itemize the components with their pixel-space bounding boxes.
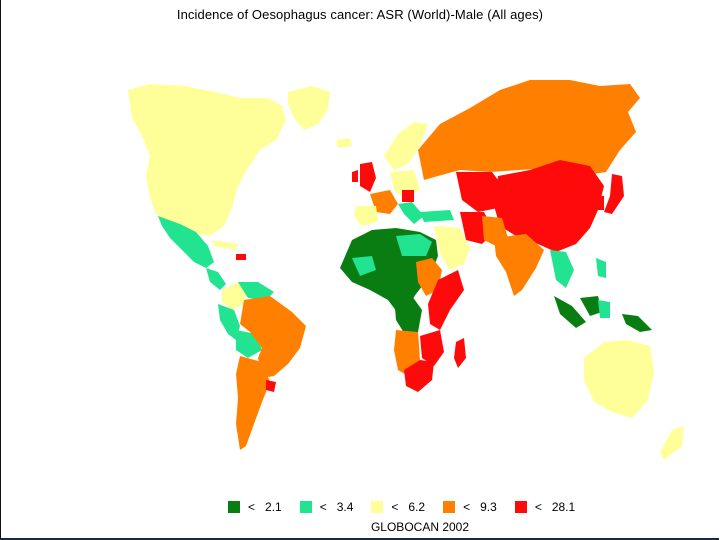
legend-value: 3.4: [336, 500, 354, 514]
country-haiti: [236, 254, 246, 260]
legend-swatch-yellow: [371, 501, 384, 513]
country-brazil: [240, 296, 306, 378]
country-mali-niger: [352, 256, 376, 276]
south-america-region: [218, 282, 306, 450]
country-india: [494, 234, 544, 296]
country-ireland: [352, 170, 358, 182]
country-russia: [418, 80, 640, 180]
legend-item-lt-2-1: < 2.1: [228, 500, 282, 514]
country-mexico: [158, 216, 214, 268]
legend-item-lt-28-1: < 28.1: [514, 500, 576, 514]
legend-swatch-orange: [443, 501, 456, 513]
north-america-region: [128, 84, 330, 290]
country-argentina-chile: [236, 356, 270, 450]
map-title: Incidence of Oesophagus cancer: ASR (Wor…: [176, 7, 544, 22]
source-credit: GLOBOCAN 2002: [370, 520, 470, 534]
country-iberia: [354, 206, 378, 226]
country-taiwan-philippines: [596, 258, 606, 278]
country-greenland: [288, 86, 330, 130]
country-middle-east: [434, 226, 470, 270]
country-kenya-somalia: [428, 270, 464, 330]
europe-region: [336, 122, 428, 226]
map-legend: < 2.1 < 3.4 < 6.2 < 9.3 < 28.1: [228, 499, 593, 515]
country-central-africa: [394, 296, 422, 336]
country-korea: [598, 196, 604, 210]
country-uruguay: [266, 380, 276, 392]
legend-item-lt-6-2: < 6.2: [371, 500, 425, 514]
country-scandinavia: [384, 122, 428, 170]
oceania-region: [554, 296, 684, 460]
asia-region: [418, 80, 640, 296]
legend-value: 9.3: [480, 500, 497, 514]
country-kazakhstan-central-asia: [456, 172, 504, 212]
country-borneo: [580, 296, 602, 316]
country-central-america: [206, 268, 226, 290]
africa-region: [340, 228, 466, 392]
country-tanzania-mozambique: [420, 330, 444, 366]
country-new-guinea: [622, 314, 652, 332]
legend-symbol: <: [319, 500, 327, 514]
legend-symbol: <: [248, 500, 256, 514]
country-cuba: [212, 240, 238, 250]
country-new-zealand: [660, 426, 684, 460]
country-japan: [604, 174, 624, 214]
legend-symbol: <: [391, 500, 399, 514]
country-uk: [360, 162, 376, 192]
legend-value: 6.2: [408, 500, 426, 514]
country-italy-balkans: [398, 202, 424, 224]
country-southeast-asia: [550, 250, 574, 288]
country-turkey: [420, 210, 454, 222]
legend-item-lt-3-4: < 3.4: [299, 500, 354, 514]
country-indonesia-east: [598, 300, 610, 318]
country-peru-ecuador: [218, 304, 240, 340]
country-indonesia-west: [554, 296, 586, 328]
country-baltics: [402, 190, 414, 202]
country-france: [370, 190, 398, 214]
country-china-mongolia: [494, 160, 604, 252]
legend-symbol: <: [534, 500, 542, 514]
legend-item-lt-9-3: < 9.3: [443, 500, 497, 514]
legend-swatch-dark-green: [228, 501, 240, 513]
country-egypt-libya: [396, 234, 432, 256]
legend-symbol: <: [463, 500, 471, 514]
country-venezuela-guianas: [238, 282, 274, 300]
legend-value: 2.1: [265, 500, 282, 514]
country-colombia: [222, 282, 248, 310]
country-south-africa: [404, 360, 434, 392]
country-canada-usa: [128, 84, 286, 236]
country-iceland: [336, 138, 352, 148]
legend-swatch-red: [514, 501, 527, 513]
legend-swatch-light-green: [299, 501, 312, 513]
legend-value: 28.1: [551, 500, 576, 514]
country-australia: [584, 340, 654, 418]
country-madagascar: [454, 338, 466, 368]
